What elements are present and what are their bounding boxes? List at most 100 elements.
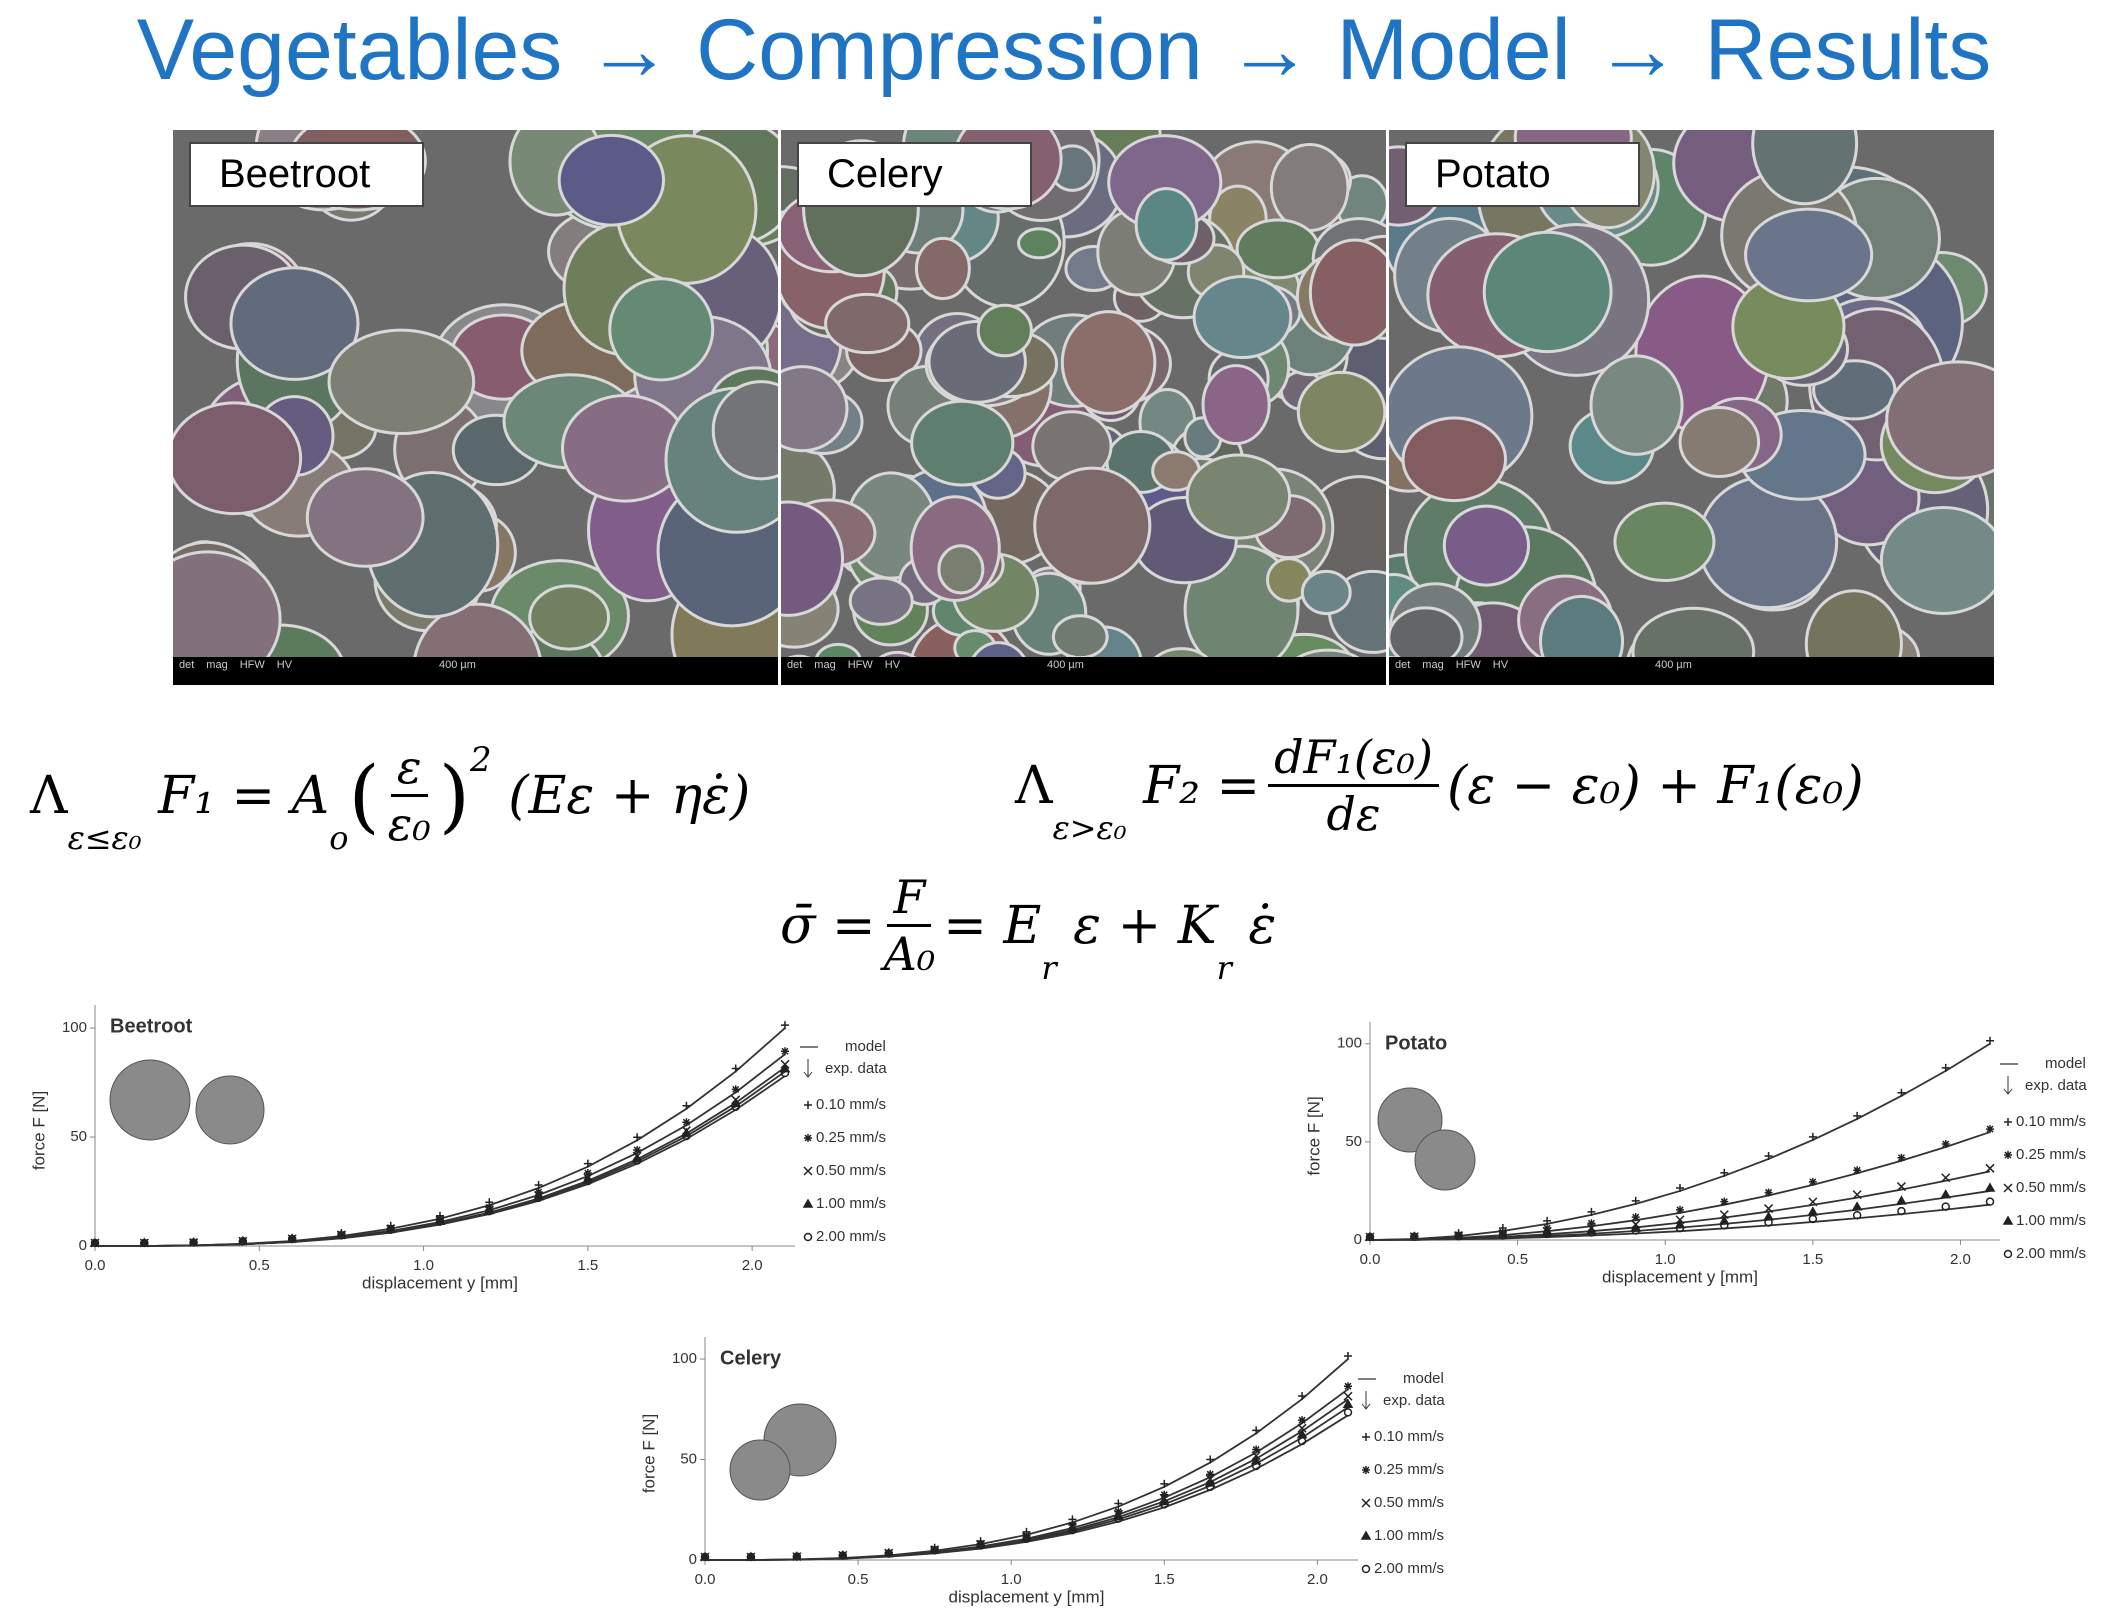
fraction: dF₁(ε₀) dε xyxy=(1268,730,1439,841)
meta: det xyxy=(1395,659,1411,671)
data-point xyxy=(1985,1163,1995,1173)
data-point xyxy=(1587,1228,1596,1237)
cell xyxy=(976,303,1033,358)
chart-title: Beetroot xyxy=(110,1015,193,1037)
eq-part: ε≤ε₀ xyxy=(67,819,142,857)
data-point xyxy=(1298,1392,1307,1401)
cell xyxy=(910,399,1015,487)
cell xyxy=(914,236,971,301)
data-point xyxy=(1897,1153,1906,1162)
cell xyxy=(1308,238,1386,347)
data-point xyxy=(1160,1490,1169,1499)
cell xyxy=(781,365,849,453)
data-point xyxy=(140,1238,149,1248)
data-point xyxy=(633,1133,642,1142)
data-point xyxy=(731,1064,740,1073)
data-point xyxy=(1067,1522,1078,1533)
cell xyxy=(1060,310,1157,415)
cell xyxy=(528,584,611,651)
x-tick-label: 1.0 xyxy=(1655,1251,1676,1268)
x-tick-label: 0.5 xyxy=(249,1257,270,1274)
eq-part: (Eε + ηε̇) xyxy=(508,765,751,826)
meta: HV xyxy=(276,659,293,671)
data-point xyxy=(1205,1482,1215,1492)
meta: HV xyxy=(884,659,901,671)
data-point xyxy=(1498,1231,1508,1240)
vegetable-photo xyxy=(729,1439,791,1501)
x-tick-label: 1.5 xyxy=(1154,1571,1175,1588)
micrograph: Potato det mag HFW HV 400 µm xyxy=(1389,130,1994,685)
data-point xyxy=(1940,1189,1952,1199)
data-point xyxy=(1764,1151,1773,1160)
data-point xyxy=(1365,1232,1375,1242)
eq-part: F₂ = xyxy=(1143,755,1261,816)
data-point xyxy=(1763,1211,1774,1221)
meta: HFW xyxy=(1455,659,1481,671)
y-axis-label: force F [N] xyxy=(639,1414,658,1493)
data-point xyxy=(1252,1426,1261,1435)
legend-label: exp. data xyxy=(2025,1077,2087,1094)
data-point xyxy=(1676,1183,1684,1192)
meta: mag xyxy=(1422,659,1444,671)
cell xyxy=(848,576,914,626)
x-tick-label: 0.0 xyxy=(85,1257,106,1274)
data-point xyxy=(1206,1470,1215,1479)
y-tick-label: 0 xyxy=(79,1237,87,1254)
data-point xyxy=(1941,1139,1950,1148)
eq-part: Λ xyxy=(1015,755,1053,816)
data-point xyxy=(1986,1036,1994,1045)
y-axis-label: force F [N] xyxy=(1304,1096,1323,1175)
cell xyxy=(1185,453,1292,540)
data-point xyxy=(838,1551,848,1560)
x-tick-label: 1.0 xyxy=(413,1257,434,1274)
data-point xyxy=(1941,1173,1951,1183)
x-tick-label: 0.5 xyxy=(1507,1251,1528,1268)
legend-label: 1.00 mm/s xyxy=(816,1195,886,1212)
data-point xyxy=(386,1225,395,1234)
x-tick-label: 0.0 xyxy=(695,1571,716,1588)
x-axis-label: displacement y [mm] xyxy=(1602,1267,1758,1286)
scale: 400 µm xyxy=(1655,659,1692,671)
micrograph: Beetroot det mag HFW HV 400 µm xyxy=(173,130,778,685)
scale-bar: det mag HFW HV 400 µm xyxy=(1389,657,1994,685)
data-point xyxy=(1720,1168,1729,1177)
x-axis-label: displacement y [mm] xyxy=(362,1273,518,1292)
data-point xyxy=(780,1068,790,1078)
eq-part: ε₀ xyxy=(387,797,431,851)
vegetable-photo xyxy=(1377,1087,1443,1153)
x-tick-label: 0.0 xyxy=(1360,1251,1381,1268)
cell xyxy=(1017,227,1062,260)
data-point xyxy=(1343,1391,1353,1401)
vegetable-photo xyxy=(195,1075,265,1145)
eq-part: F xyxy=(887,870,932,927)
cell xyxy=(824,292,911,355)
data-point xyxy=(1251,1461,1261,1471)
data-point xyxy=(700,1552,710,1562)
y-tick-label: 50 xyxy=(1345,1133,1362,1150)
cell xyxy=(1589,354,1684,456)
cell xyxy=(229,266,360,381)
legend-label: 2.00 mm/s xyxy=(2016,1245,2086,1262)
data-point xyxy=(1896,1195,1907,1205)
data-point xyxy=(337,1231,346,1240)
legend-label: 0.50 mm/s xyxy=(816,1162,886,1179)
data-point xyxy=(1984,1182,1996,1192)
meta: det xyxy=(179,659,195,671)
data-point xyxy=(632,1156,642,1165)
eq-part: Λ xyxy=(30,765,68,826)
data-point xyxy=(781,1021,789,1030)
data-point xyxy=(1543,1216,1552,1225)
meta: HFW xyxy=(239,659,265,671)
cell xyxy=(1885,360,1994,480)
data-point xyxy=(884,1549,893,1558)
data-point xyxy=(1342,1398,1354,1409)
data-point xyxy=(1022,1534,1031,1544)
data-point xyxy=(1631,1213,1640,1222)
data-point xyxy=(1631,1196,1640,1205)
data-point xyxy=(1675,1223,1685,1233)
data-point xyxy=(1896,1182,1906,1192)
legend-label: model xyxy=(1403,1370,1444,1387)
data-point xyxy=(1344,1352,1352,1361)
meta: HFW xyxy=(847,659,873,671)
cell xyxy=(1744,207,1874,303)
